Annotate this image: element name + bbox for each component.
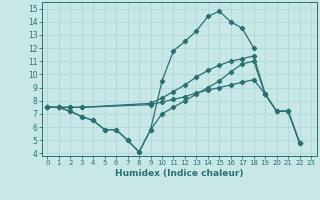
X-axis label: Humidex (Indice chaleur): Humidex (Indice chaleur) bbox=[115, 169, 244, 178]
